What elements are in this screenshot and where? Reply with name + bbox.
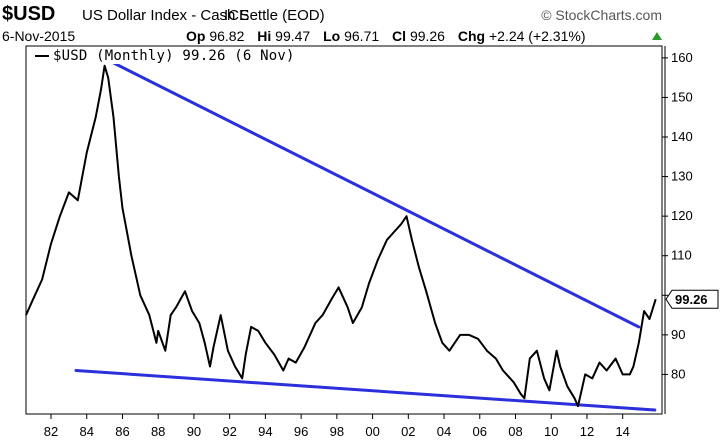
y-tick-label: 130: [671, 169, 693, 184]
x-tick-label: 02: [401, 424, 415, 439]
x-tick-label: 08: [508, 424, 522, 439]
x-tick-label: 90: [187, 424, 201, 439]
price-series-line: [25, 64, 657, 408]
brand-logo[interactable]: © StockCharts.com: [541, 7, 662, 23]
x-tick-label: 10: [544, 424, 558, 439]
stat-label-change: Chg: [457, 28, 486, 44]
x-tick-label: 96: [294, 424, 308, 439]
last-value-tag: 99.26: [675, 292, 708, 307]
last-value-tag-box: [665, 289, 719, 309]
quote-date: 6-Nov-2015: [2, 28, 76, 44]
up-arrow-icon: [652, 32, 662, 40]
lower-trendline: [74, 368, 657, 412]
y-tick-label: 80: [671, 366, 685, 381]
stat-value-high: 99.47: [275, 28, 311, 44]
y-tick-label: 160: [671, 50, 693, 65]
legend-swatch: [35, 55, 49, 57]
x-tick-label: 88: [151, 424, 165, 439]
chart-legend: $USD (Monthly) 99.26 (6 Nov): [32, 48, 298, 64]
x-tick-label: 84: [80, 424, 94, 439]
quote-stats: Op 96.82 Hi 99.47 Lo 96.71 Cl 99.26 Chg …: [186, 28, 595, 44]
plot-frame: [25, 45, 663, 415]
stat-value-close: 99.26: [409, 28, 445, 44]
y-tick-label: 140: [671, 129, 693, 144]
stat-value-open: 96.82: [209, 28, 245, 44]
x-tick-label: 00: [365, 424, 379, 439]
x-tick-label: 82: [44, 424, 58, 439]
stat-label-low: Lo: [323, 28, 341, 44]
x-tick-label: 98: [330, 424, 344, 439]
exchange-label: ICE: [224, 7, 250, 24]
stat-value-low: 96.71: [344, 28, 380, 44]
chart-header: $USD US Dollar Index - Cash Settle (EOD)…: [0, 0, 720, 46]
stat-label-high: Hi: [257, 28, 272, 44]
x-tick-label: 12: [580, 424, 594, 439]
stat-label-close: Cl: [392, 28, 407, 44]
x-tick-label: 94: [258, 424, 272, 439]
y-tick-label: 110: [671, 248, 692, 263]
legend-label: $USD (Monthly) 99.26 (6 Nov): [53, 48, 295, 64]
chart-title: US Dollar Index - Cash Settle (EOD): [82, 7, 325, 24]
symbol: $USD: [2, 3, 56, 25]
y-tick-label: 150: [671, 89, 693, 104]
x-tick-label: 86: [115, 424, 129, 439]
x-tick-label: 14: [615, 424, 629, 439]
x-tick-label: 06: [473, 424, 487, 439]
y-tick-label: 90: [671, 327, 685, 342]
x-tick-label: 92: [222, 424, 236, 439]
stat-label-open: Op: [186, 28, 206, 44]
stat-value-change: +2.24 (+2.31%): [488, 28, 586, 44]
y-tick-label: 120: [671, 208, 693, 223]
x-tick-label: 04: [437, 424, 451, 439]
upper-trendline: [94, 52, 641, 329]
